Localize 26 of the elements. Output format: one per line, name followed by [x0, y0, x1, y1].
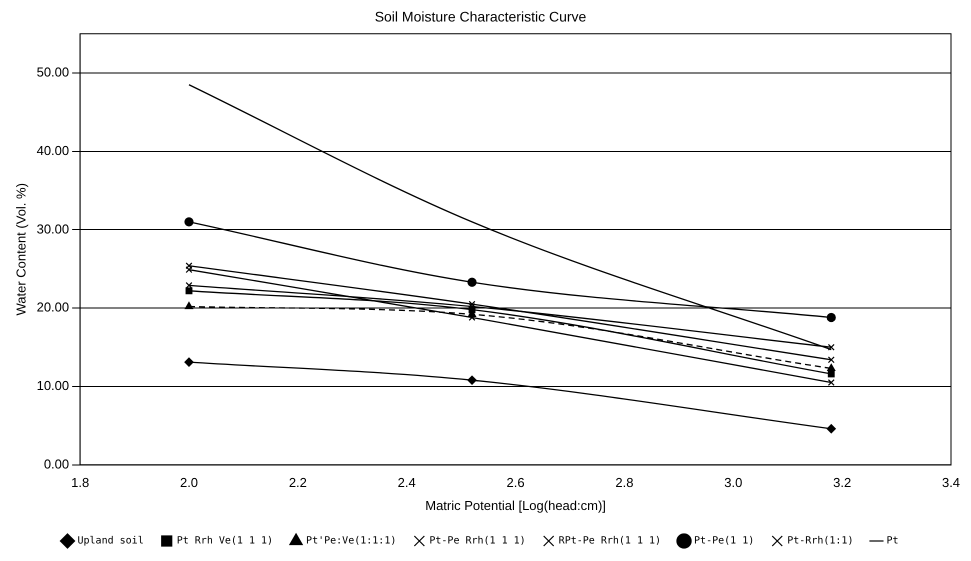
legend-label: Pt-Rrh(1:1): [787, 536, 854, 547]
legend-label: Pt-Pe Rrh(1 1 1): [429, 536, 526, 547]
y-tick-label: 0.00: [44, 456, 70, 472]
x-tick-label: 2.6: [506, 475, 525, 490]
x-tick-label: 2.2: [288, 475, 307, 490]
x-tick-label: 2.8: [615, 475, 634, 490]
x-tick-label: 3.4: [942, 475, 960, 490]
x-tick-label: 1.8: [71, 475, 90, 490]
x-tick-label: 2.4: [398, 475, 416, 490]
y-axis-title: Water Content (Vol. %): [13, 183, 28, 316]
legend-label: Pt Rrh Ve(1 1 1): [176, 536, 274, 547]
legend-label: Pt-Pe(1 1): [694, 536, 754, 547]
x-tick-label: 3.2: [833, 475, 852, 490]
legend-label: Pt'Pe:Ve(1:1:1): [306, 536, 396, 547]
legend-label: RPt-Pe Rrh(1 1 1): [558, 536, 662, 547]
y-tick-label: 10.00: [36, 378, 70, 394]
y-tick-label: 50.00: [36, 64, 70, 80]
chart-title: Soil Moisture Characteristic Curve: [374, 8, 587, 24]
x-tick-label: 3.0: [724, 475, 742, 490]
y-tick-label: 30.00: [36, 221, 70, 236]
y-tick-label: 40.00: [36, 142, 70, 158]
legend-label: Pt: [886, 536, 899, 547]
y-tick-label: 20.00: [36, 300, 70, 315]
x-axis-title: Matric Potential [Log(head:cm)]: [425, 498, 606, 513]
legend-label: Upland soil: [77, 536, 144, 547]
x-tick-label: 2.0: [180, 475, 198, 490]
